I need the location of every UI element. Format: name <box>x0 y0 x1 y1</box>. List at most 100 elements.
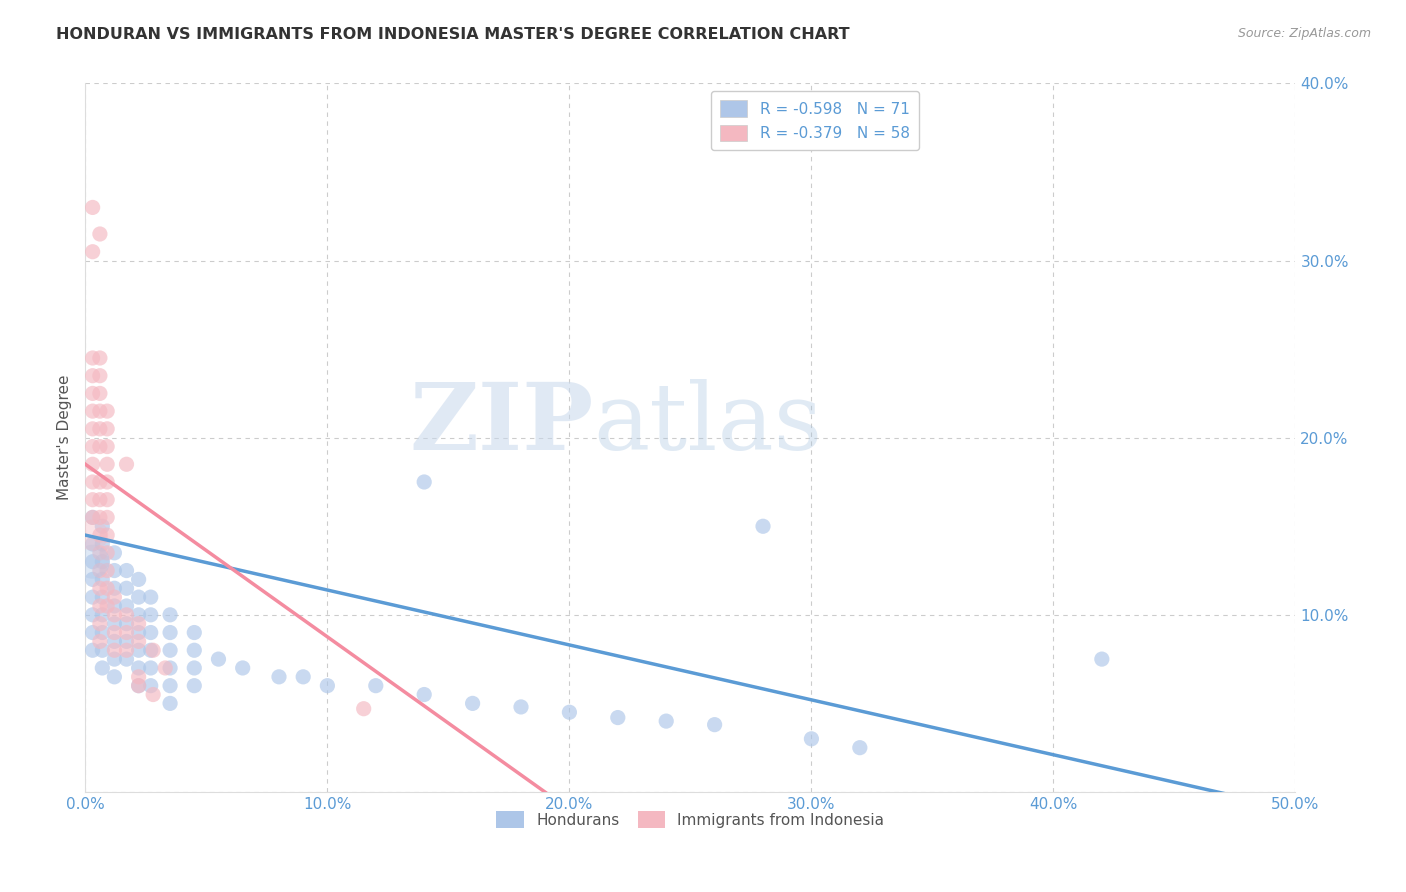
Point <box>91 661 114 675</box>
Point <box>91 643 114 657</box>
Point <box>655 714 678 728</box>
Point <box>103 652 125 666</box>
Point <box>128 679 150 693</box>
Point <box>96 510 118 524</box>
Point <box>139 661 162 675</box>
Point <box>461 697 484 711</box>
Point <box>115 599 138 613</box>
Point <box>159 607 181 622</box>
Point <box>183 679 205 693</box>
Text: Source: ZipAtlas.com: Source: ZipAtlas.com <box>1237 27 1371 40</box>
Point <box>89 528 111 542</box>
Point <box>96 528 118 542</box>
Point <box>96 475 118 489</box>
Point <box>316 679 339 693</box>
Point <box>82 510 104 524</box>
Point <box>353 702 375 716</box>
Point <box>510 700 533 714</box>
Point <box>89 227 111 241</box>
Point <box>139 643 162 657</box>
Point <box>115 607 138 622</box>
Point <box>103 643 125 657</box>
Point <box>103 590 125 604</box>
Point <box>183 625 205 640</box>
Point <box>159 625 181 640</box>
Text: atlas: atlas <box>593 378 823 468</box>
Point <box>413 475 436 489</box>
Point <box>82 386 104 401</box>
Point <box>91 625 114 640</box>
Point <box>82 422 104 436</box>
Point <box>159 661 181 675</box>
Point <box>207 652 229 666</box>
Point <box>139 625 162 640</box>
Point <box>91 537 114 551</box>
Point <box>82 244 104 259</box>
Point <box>128 616 150 631</box>
Point <box>142 643 165 657</box>
Point <box>606 710 628 724</box>
Point <box>267 670 290 684</box>
Point <box>128 607 150 622</box>
Point <box>82 607 104 622</box>
Point <box>159 643 181 657</box>
Point <box>96 599 118 613</box>
Point <box>183 661 205 675</box>
Point <box>115 634 138 648</box>
Point <box>82 368 104 383</box>
Point <box>103 599 125 613</box>
Point <box>103 670 125 684</box>
Point <box>159 679 181 693</box>
Point <box>82 643 104 657</box>
Point <box>96 581 118 595</box>
Legend: Hondurans, Immigrants from Indonesia: Hondurans, Immigrants from Indonesia <box>491 805 890 834</box>
Point <box>800 731 823 746</box>
Point <box>413 688 436 702</box>
Point <box>89 351 111 365</box>
Point <box>1091 652 1114 666</box>
Point <box>91 555 114 569</box>
Point <box>128 643 150 657</box>
Point <box>91 519 114 533</box>
Point <box>115 581 138 595</box>
Point <box>82 440 104 454</box>
Text: HONDURAN VS IMMIGRANTS FROM INDONESIA MASTER'S DEGREE CORRELATION CHART: HONDURAN VS IMMIGRANTS FROM INDONESIA MA… <box>56 27 849 42</box>
Point <box>89 634 111 648</box>
Point <box>103 564 125 578</box>
Point <box>82 555 104 569</box>
Point <box>292 670 315 684</box>
Point <box>159 697 181 711</box>
Point <box>128 625 150 640</box>
Point <box>128 679 150 693</box>
Y-axis label: Master's Degree: Master's Degree <box>58 375 72 500</box>
Point <box>103 625 125 640</box>
Point <box>103 616 125 631</box>
Point <box>82 475 104 489</box>
Point <box>96 440 118 454</box>
Point <box>89 422 111 436</box>
Point <box>89 546 111 560</box>
Point <box>89 368 111 383</box>
Point <box>103 634 125 648</box>
Point <box>96 546 118 560</box>
Point <box>128 590 150 604</box>
Point <box>128 573 150 587</box>
Point <box>128 634 150 648</box>
Point <box>849 740 872 755</box>
Point <box>89 475 111 489</box>
Point <box>82 625 104 640</box>
Point <box>82 201 104 215</box>
Point <box>558 705 581 719</box>
Point <box>103 581 125 595</box>
Point <box>91 573 114 587</box>
Point <box>82 537 104 551</box>
Text: ZIP: ZIP <box>409 378 593 468</box>
Point <box>128 670 150 684</box>
Point <box>82 492 104 507</box>
Point <box>89 616 111 631</box>
Point <box>82 528 104 542</box>
Point <box>115 652 138 666</box>
Point <box>96 564 118 578</box>
Point <box>82 351 104 365</box>
Point <box>752 519 775 533</box>
